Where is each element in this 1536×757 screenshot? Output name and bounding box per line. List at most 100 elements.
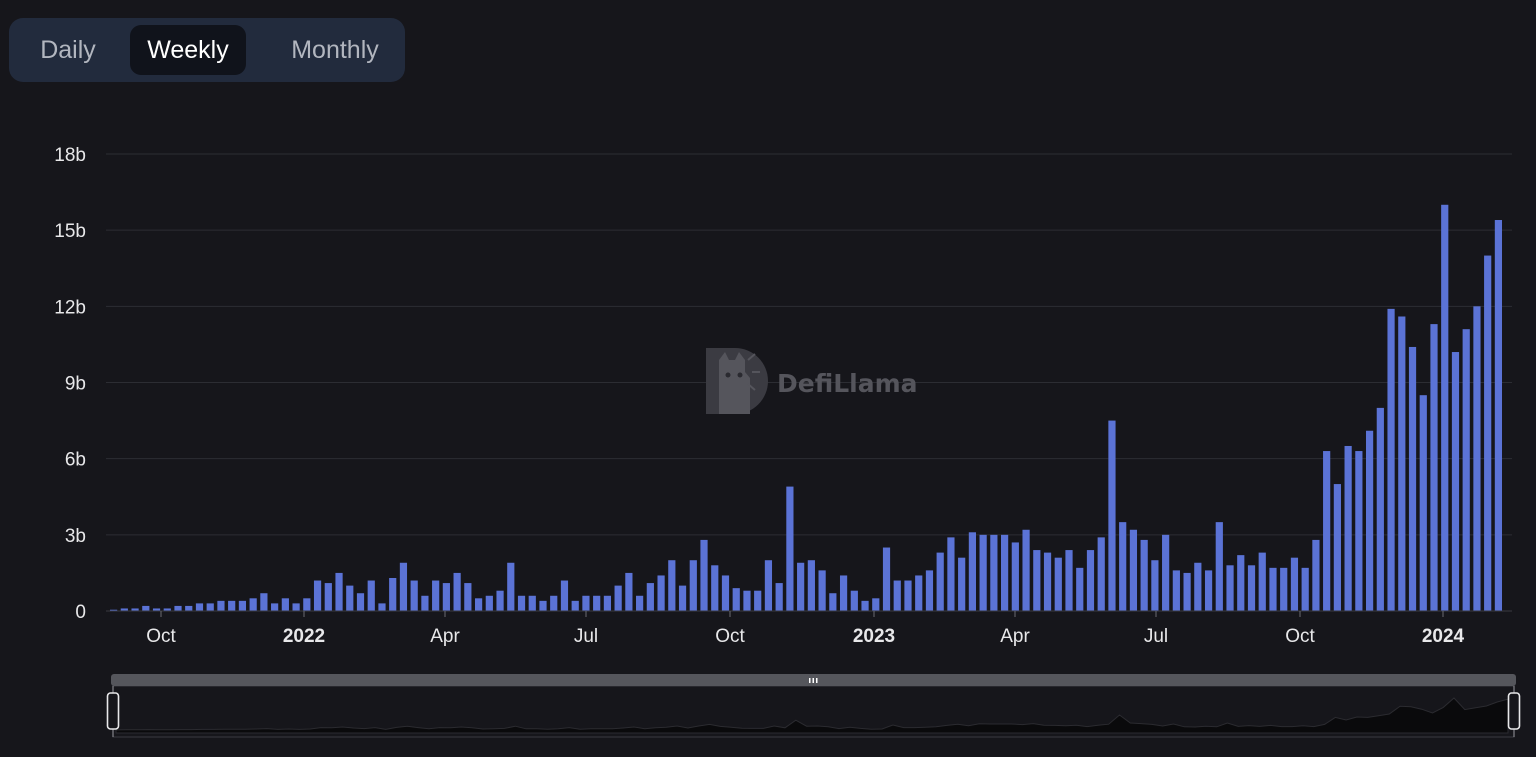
bar[interactable] [1065,550,1073,611]
bar[interactable] [560,580,569,611]
bar[interactable] [678,585,687,611]
bar[interactable] [990,534,998,611]
bar[interactable] [110,609,118,611]
bar[interactable] [453,572,461,611]
bar[interactable] [1011,542,1019,611]
bar[interactable] [496,590,504,611]
bar[interactable] [775,583,783,611]
bar[interactable] [142,605,150,611]
bar[interactable] [1183,572,1191,611]
bar[interactable] [185,605,193,611]
bar[interactable] [206,603,214,611]
bar[interactable] [410,580,418,611]
bar[interactable] [292,603,300,611]
bar[interactable] [1365,430,1374,611]
bar[interactable] [378,603,386,611]
bar[interactable] [904,580,912,611]
bar[interactable] [829,593,837,611]
bar[interactable] [367,580,375,611]
bar[interactable] [249,598,257,611]
bar[interactable] [1344,445,1352,611]
bar[interactable] [1119,522,1127,611]
bar[interactable] [335,572,343,611]
bar[interactable] [1054,557,1062,611]
bar[interactable] [1312,539,1320,611]
bar[interactable] [1301,567,1309,611]
daily-tab[interactable]: Daily [18,25,118,75]
navigator-right-handle[interactable] [1507,686,1521,737]
bar[interactable] [507,562,515,611]
bar[interactable] [432,580,440,611]
bar[interactable] [313,580,322,611]
bar[interactable] [228,600,236,611]
bar[interactable] [797,562,805,611]
bar[interactable] [1215,522,1223,611]
bar[interactable] [1001,534,1009,611]
bar[interactable] [1408,346,1417,611]
zoom-navigator[interactable] [106,674,1521,738]
bar[interactable] [517,595,526,611]
bar[interactable] [818,570,826,611]
bar[interactable] [271,603,279,611]
bar[interactable] [732,588,740,611]
bar[interactable] [1258,552,1266,611]
bar[interactable] [668,560,676,611]
bar[interactable] [1151,560,1159,611]
bar[interactable] [217,600,225,611]
bar[interactable] [743,590,751,611]
bar[interactable] [1172,570,1180,611]
bar[interactable] [1226,565,1234,611]
bar[interactable] [1355,451,1363,611]
bar[interactable] [764,560,773,611]
bar[interactable] [1033,550,1041,611]
bar[interactable] [646,583,654,611]
bar[interactable] [850,590,858,611]
bar[interactable] [324,583,332,611]
bar[interactable] [399,562,408,611]
bar[interactable] [303,598,311,611]
bar[interactable] [1086,550,1095,611]
bar[interactable] [152,608,161,611]
bar[interactable] [421,595,429,611]
bar[interactable] [174,605,182,611]
bar[interactable] [1473,306,1481,611]
bar[interactable] [1247,565,1256,611]
bar[interactable] [882,547,891,611]
bar[interactable] [539,600,547,611]
bar[interactable] [163,608,171,611]
bar[interactable] [281,598,289,611]
bar[interactable] [356,593,365,611]
bar[interactable] [120,608,128,611]
bar[interactable] [571,600,579,611]
bar[interactable] [1022,529,1030,611]
bar[interactable] [839,575,848,611]
bar[interactable] [1204,570,1213,611]
bar[interactable] [238,600,247,611]
bar[interactable] [1076,567,1084,611]
bar[interactable] [700,539,708,611]
bar[interactable] [947,537,955,611]
bar[interactable] [603,595,612,611]
bar[interactable] [1494,220,1503,611]
bar[interactable] [1451,352,1460,611]
bar[interactable] [936,552,944,611]
bar[interactable] [195,603,204,611]
bar[interactable] [807,560,815,611]
bar[interactable] [1376,407,1384,611]
bar[interactable] [915,575,923,611]
bar[interactable] [593,595,601,611]
bar[interactable] [260,593,268,611]
bar[interactable] [528,595,536,611]
bar[interactable] [131,608,139,611]
bar[interactable] [1430,324,1438,611]
weekly-tab[interactable]: Weekly [130,25,246,75]
bar[interactable] [550,595,558,611]
bar[interactable] [958,557,966,611]
bar[interactable] [1194,562,1202,611]
bar[interactable] [614,585,622,611]
bar[interactable] [861,600,869,611]
bar[interactable] [1323,451,1331,611]
bar[interactable] [442,583,450,611]
monthly-tab[interactable]: Monthly [271,25,399,75]
bar[interactable] [721,575,730,611]
